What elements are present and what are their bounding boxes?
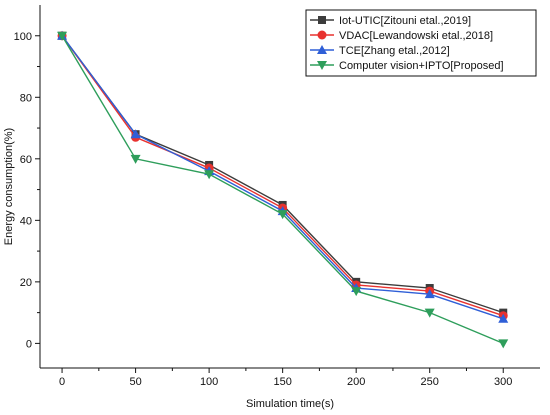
data-point xyxy=(317,61,327,70)
series-layer xyxy=(57,30,509,349)
legend-box xyxy=(305,9,537,77)
legend-label: Computer vision+IPTO[Proposed] xyxy=(339,60,504,72)
x-tick-label: 300 xyxy=(494,376,512,388)
data-point xyxy=(204,170,215,180)
axes: 0 50 100 150 200 250 300 0 20 40 60 80 100 xyxy=(14,5,540,388)
data-point xyxy=(498,339,509,349)
legend-item: Computer vision+IPTO[Proposed] xyxy=(310,60,504,72)
data-point xyxy=(277,210,288,220)
legend-item: TCE[Zhang etal.,2012] xyxy=(310,45,450,57)
data-point xyxy=(130,154,141,164)
series-line xyxy=(61,35,504,320)
data-point xyxy=(317,30,327,40)
x-tick-label: 50 xyxy=(129,376,141,388)
legend-label: TCE[Zhang etal.,2012] xyxy=(339,45,450,57)
data-point xyxy=(318,16,326,24)
x-tick-label: 250 xyxy=(421,376,439,388)
data-point xyxy=(424,289,435,299)
y-axis-label: Energy consumption(%) xyxy=(3,128,15,245)
y-tick-label: 40 xyxy=(20,215,32,227)
y-tick-label: 100 xyxy=(14,31,32,43)
data-point xyxy=(57,31,68,41)
y-tick-label: 20 xyxy=(20,277,32,289)
x-axis-label: Simulation time(s) xyxy=(246,398,334,410)
y-tick-label: 0 xyxy=(26,338,32,350)
legend: Iot-UTIC[Zitouni etal.,2019] VDAC[Lewando… xyxy=(305,9,537,77)
legend-label: Iot-UTIC[Zitouni etal.,2019] xyxy=(339,15,471,27)
data-point xyxy=(130,129,141,139)
x-tick-label: 0 xyxy=(59,376,65,388)
legend-item: VDAC[Lewandowski etal.,2018] xyxy=(310,30,493,42)
data-point xyxy=(351,287,362,297)
series-line xyxy=(61,35,504,314)
x-tick-label: 100 xyxy=(200,376,218,388)
y-tick-label: 60 xyxy=(20,154,32,166)
x-tick-label: 200 xyxy=(347,376,365,388)
legend-item: Iot-UTIC[Zitouni etal.,2019] xyxy=(310,15,471,27)
x-tick-label: 150 xyxy=(273,376,291,388)
series-3 xyxy=(57,31,509,349)
data-point xyxy=(424,308,435,318)
legend-label: VDAC[Lewandowski etal.,2018] xyxy=(339,30,493,42)
y-tick-label: 80 xyxy=(20,92,32,104)
series-line xyxy=(61,35,504,317)
data-point xyxy=(317,45,327,54)
data-point xyxy=(498,313,509,323)
